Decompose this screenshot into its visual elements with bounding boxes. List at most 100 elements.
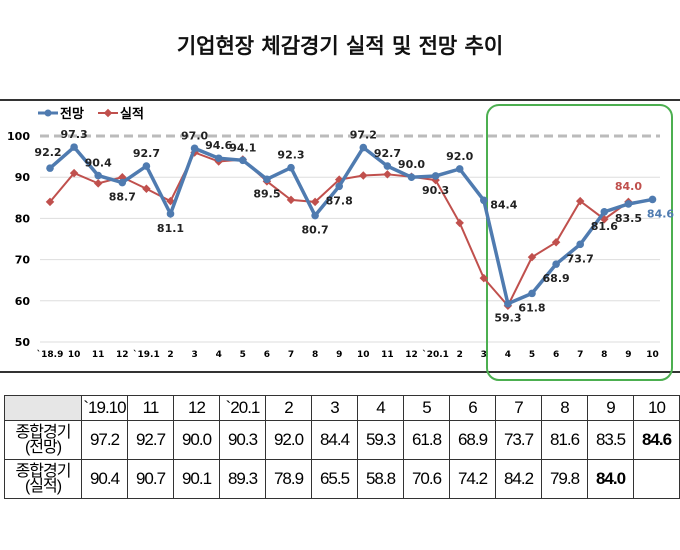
x-tick-label: 12 [116,350,129,360]
forecast-point [407,173,416,181]
table-cell: 78.9 [265,459,312,499]
forecast-data-label: 88.7 [109,191,136,204]
forecast-point [480,196,488,205]
actual-point [142,184,151,193]
line-chart: 50 60 70 80 90 100 `18.9 10 11 12 `19.1 2 3 4 5 6 7 8 9 10 1… [0,99,680,381]
header-cell: 4 [357,395,404,421]
forecast-data-label: 81.1 [157,222,184,235]
table-cell: 59.3 [357,420,404,460]
table-cell: 61.8 [403,420,450,460]
forecast-point [239,156,247,165]
forecast-point [648,195,657,204]
forecast-point [70,143,78,151]
actual-point [310,197,320,207]
x-tick-label: 8 [601,350,607,360]
highlight-box [486,104,673,381]
y-tick-label: 50 [15,336,31,349]
forecast-data-label: 97.2 [350,129,377,142]
table-cell: 84.2 [495,459,542,499]
forecast-data-label: 90.3 [422,184,449,197]
x-tick-label: 12 [405,350,418,360]
row-label: 종합경기 (실적) [4,459,82,499]
y-tick-label: 100 [7,130,30,143]
y-tick-label: 70 [15,254,31,267]
series-line-forecast [48,144,653,307]
header-cell: 8 [541,395,588,421]
forecast-point [311,211,319,220]
forecast-data-label: 87.8 [326,194,353,207]
table-cell: 79.8 [541,459,588,499]
forecast-point [624,200,633,208]
row-label-line1: 종합경기 [15,463,72,480]
table-cell: 68.9 [449,420,496,460]
table-header-row: `19.10 11 12 `20.1 2 3 4 5 6 7 8 9 10 [4,395,680,421]
actual-point [69,168,79,178]
data-table: `19.10 11 12 `20.1 2 3 4 5 6 7 8 9 10 종합경기 (전망) 97.2 92.… [4,395,680,499]
table-cell: 90.7 [127,459,174,499]
forecast-data-label: 92.0 [446,150,473,163]
actual-data-label: 84.0 [615,180,642,193]
forecast-data-label: 92.7 [133,147,160,160]
forecast-point [118,178,127,187]
actual-point [383,170,392,179]
table-cell: 74.2 [449,459,496,499]
forecast-point [94,171,102,180]
legend-actual-marker [103,108,113,118]
forecast-data-label: 89.5 [253,187,280,200]
header-cell: 11 [127,395,174,421]
forecast-point [600,208,609,216]
actual-point [45,197,55,207]
header-cell: 9 [587,395,634,421]
table-cell: 89.3 [219,459,266,499]
table-cell: 90.4 [81,459,128,499]
y-tick-label: 60 [15,295,31,308]
header-corner [4,395,82,421]
forecast-data-label: 61.8 [518,301,545,314]
x-tick-label: 11 [92,350,105,360]
forecast-data-label: 84.4 [490,198,517,211]
forecast-data-label: 84.6 [647,207,674,220]
forecast-point [46,164,54,172]
legend-forecast-label: 전망 [60,106,84,122]
forecast-point [431,172,440,180]
forecast-data-label: 94.1 [229,141,256,154]
row-label: 종합경기 (전망) [4,420,82,460]
x-tick-label: 2 [457,350,463,360]
x-tick-label: 2 [167,350,173,360]
forecast-data-label: 94.6 [205,139,232,152]
x-tick-label: 9 [336,350,342,360]
forecast-point [166,210,175,218]
forecast-point [359,143,368,152]
x-tick-label: 7 [577,350,583,360]
table-row: 종합경기 (실적) 90.4 90.7 90.1 89.3 78.9 65.5 58.8 70.6… [4,459,680,499]
forecast-data-label: 80.7 [302,224,329,237]
x-tick-label: 7 [288,350,294,360]
forecast-data-label: 90.4 [85,157,112,170]
table-cell: 84.4 [311,420,358,460]
forecast-data-label: 92.3 [277,149,304,162]
table-cell: 92.7 [127,420,174,460]
forecast-point [455,165,464,173]
x-tick-label: 4 [216,350,222,360]
forecast-data-label: 68.9 [543,272,570,285]
x-tick-label: 5 [240,350,246,360]
table-cell: 65.5 [311,459,358,499]
forecast-data-label: 73.7 [567,252,594,265]
forecast-point [263,175,271,184]
header-cell: 7 [495,395,542,421]
table-cell: 84.6 [633,420,680,460]
table-cell: 58.8 [357,459,404,499]
forecast-point [552,260,560,268]
actual-point [93,179,103,188]
table-cell: 90.0 [173,420,220,460]
table-row: 종합경기 (전망) 97.2 92.7 90.0 90.3 92.0 84.4 59.3 61.8… [4,420,680,460]
forecast-data-label: 59.3 [494,312,521,325]
forecast-point [504,299,512,308]
actual-point [286,195,296,205]
forecast-point [528,289,536,298]
x-tick-label: 5 [529,350,535,360]
header-cell: `20.1 [219,395,266,421]
header-cell: 2 [265,395,312,421]
header-cell: `19.10 [81,395,128,421]
table-cell: 97.2 [81,420,128,460]
